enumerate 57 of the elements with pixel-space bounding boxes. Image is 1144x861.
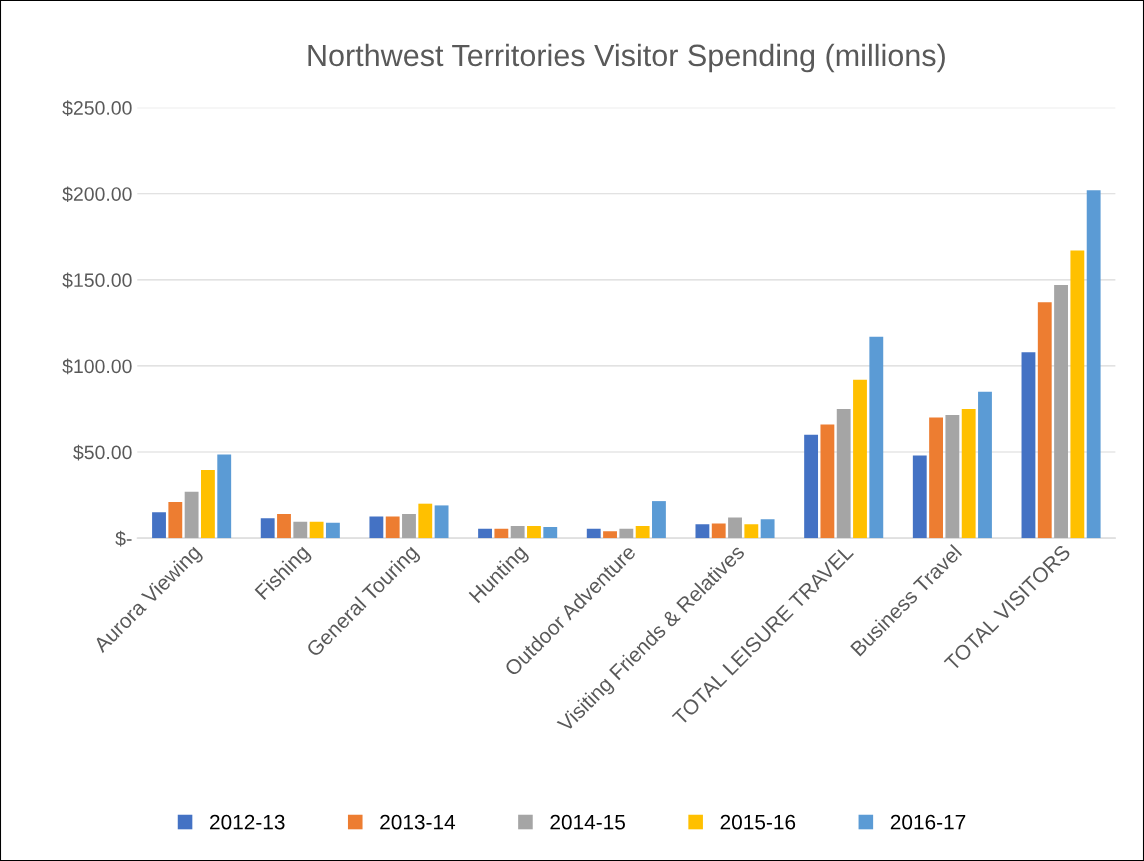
bar — [1086, 190, 1101, 539]
bar — [1037, 302, 1052, 539]
bar — [277, 514, 291, 539]
bar — [200, 470, 215, 539]
bar — [434, 505, 449, 539]
legend-label: 2014-15 — [550, 814, 625, 830]
legend-label: 2013-14 — [380, 814, 456, 830]
bar — [260, 518, 275, 539]
bar — [402, 514, 416, 539]
bar — [869, 336, 884, 539]
bar — [635, 526, 650, 539]
bar — [836, 408, 851, 539]
bar — [369, 516, 384, 539]
legend-label: 2012-13 — [210, 814, 285, 830]
bar — [543, 526, 558, 539]
bar — [820, 424, 835, 539]
bar — [1070, 250, 1085, 539]
bar — [527, 526, 541, 539]
legend-label: 2016-17 — [890, 814, 966, 830]
bar — [945, 415, 960, 539]
bar — [184, 491, 199, 539]
y-tick-label: $50.00 — [73, 444, 132, 461]
bar — [325, 522, 340, 539]
bar — [619, 528, 634, 539]
legend-label: 2015-16 — [720, 814, 796, 830]
bar — [711, 523, 726, 539]
bar — [744, 524, 759, 539]
bar — [510, 526, 525, 539]
y-tick-label: $100.00 — [62, 358, 132, 375]
bar — [418, 503, 433, 539]
bar — [478, 528, 492, 539]
bar — [929, 417, 944, 539]
bar — [978, 391, 992, 539]
bar — [152, 512, 166, 539]
bar — [293, 521, 308, 539]
bar — [695, 524, 710, 539]
bar — [385, 516, 400, 539]
bar — [217, 454, 232, 539]
bar — [603, 531, 617, 539]
bar — [853, 379, 867, 539]
bar — [1021, 352, 1036, 539]
chart-title: Northwest Territories Visitor Spending (millions) — [308, 43, 945, 73]
bar — [912, 455, 927, 539]
bar — [1054, 284, 1068, 539]
bar — [961, 408, 976, 539]
bar — [168, 501, 183, 539]
bar — [804, 434, 819, 539]
y-tick-label: $250.00 — [62, 100, 132, 117]
bar — [494, 528, 509, 539]
bar — [728, 517, 742, 539]
y-tick-label: $150.00 — [62, 272, 132, 289]
y-tick-label: $200.00 — [62, 186, 132, 203]
bar — [652, 501, 666, 539]
bar — [760, 519, 775, 539]
bar — [586, 528, 601, 539]
y-tick-label: $- — [115, 530, 132, 547]
bar — [309, 521, 324, 539]
